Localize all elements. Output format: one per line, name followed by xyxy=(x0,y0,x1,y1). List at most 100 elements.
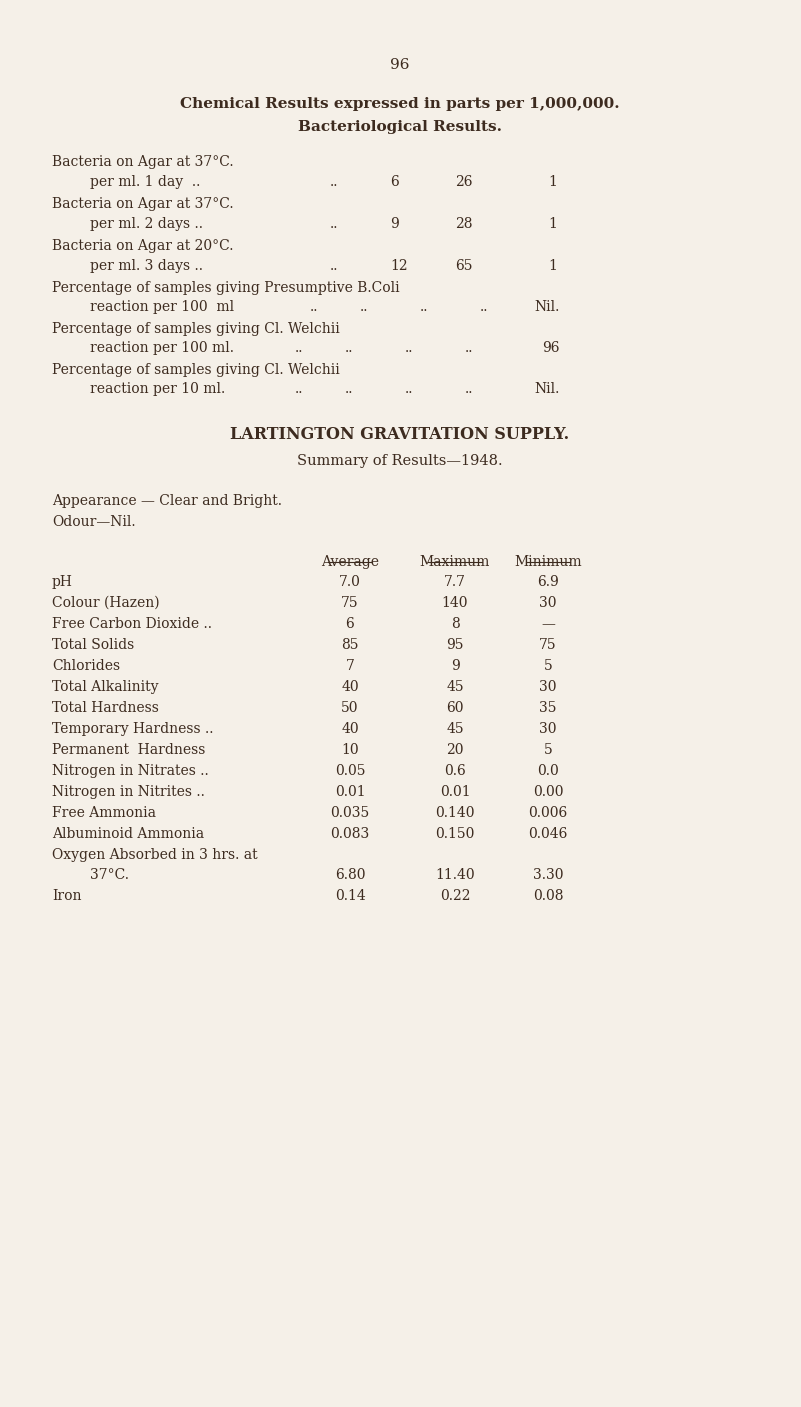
Text: 75: 75 xyxy=(341,597,359,611)
Text: 75: 75 xyxy=(539,637,557,651)
Text: 35: 35 xyxy=(539,701,557,715)
Text: 0.00: 0.00 xyxy=(533,785,563,799)
Text: Percentage of samples giving Presumptive B.Coli: Percentage of samples giving Presumptive… xyxy=(52,281,400,295)
Text: 1: 1 xyxy=(548,259,557,273)
Text: 6: 6 xyxy=(390,174,399,189)
Text: 96: 96 xyxy=(542,340,560,355)
Text: 11.40: 11.40 xyxy=(435,868,475,882)
Text: 0.006: 0.006 xyxy=(529,806,568,820)
Text: 50: 50 xyxy=(341,701,359,715)
Text: per ml. 1 day  ..: per ml. 1 day .. xyxy=(90,174,200,189)
Text: 6: 6 xyxy=(345,618,354,630)
Text: 45: 45 xyxy=(446,680,464,694)
Text: ..: .. xyxy=(330,174,339,189)
Text: Average: Average xyxy=(321,554,379,568)
Text: Minimum: Minimum xyxy=(514,554,582,568)
Text: 9: 9 xyxy=(451,658,460,673)
Text: Percentage of samples giving Cl. Welchii: Percentage of samples giving Cl. Welchii xyxy=(52,363,340,377)
Text: 7: 7 xyxy=(345,658,354,673)
Text: 9: 9 xyxy=(390,217,399,231)
Text: reaction per 10 ml.: reaction per 10 ml. xyxy=(90,381,225,395)
Text: Bacteriological Results.: Bacteriological Results. xyxy=(298,120,502,134)
Text: 7.0: 7.0 xyxy=(339,575,361,590)
Text: ..: .. xyxy=(295,340,304,355)
Text: 30: 30 xyxy=(539,722,557,736)
Text: Permanent  Hardness: Permanent Hardness xyxy=(52,743,205,757)
Text: ..: .. xyxy=(465,340,473,355)
Text: 26: 26 xyxy=(455,174,473,189)
Text: Free Ammonia: Free Ammonia xyxy=(52,806,156,820)
Text: Summary of Results—1948.: Summary of Results—1948. xyxy=(297,454,503,469)
Text: Total Alkalinity: Total Alkalinity xyxy=(52,680,159,694)
Text: Total Solids: Total Solids xyxy=(52,637,135,651)
Text: ..: .. xyxy=(405,381,413,395)
Text: Appearance — Clear and Bright.: Appearance — Clear and Bright. xyxy=(52,494,282,508)
Text: 0.01: 0.01 xyxy=(335,785,365,799)
Text: 140: 140 xyxy=(441,597,469,611)
Text: Maximum: Maximum xyxy=(420,554,490,568)
Text: Colour (Hazen): Colour (Hazen) xyxy=(52,597,159,611)
Text: 12: 12 xyxy=(390,259,408,273)
Text: 7.7: 7.7 xyxy=(444,575,466,590)
Text: ..: .. xyxy=(360,300,368,314)
Text: 45: 45 xyxy=(446,722,464,736)
Text: reaction per 100 ml.: reaction per 100 ml. xyxy=(90,340,234,355)
Text: 0.01: 0.01 xyxy=(440,785,470,799)
Text: pH: pH xyxy=(52,575,73,590)
Text: per ml. 3 days ..: per ml. 3 days .. xyxy=(90,259,203,273)
Text: 8: 8 xyxy=(451,618,460,630)
Text: 0.140: 0.140 xyxy=(435,806,475,820)
Text: 30: 30 xyxy=(539,597,557,611)
Text: 0.08: 0.08 xyxy=(533,889,563,903)
Text: 96: 96 xyxy=(390,58,410,72)
Text: 5: 5 xyxy=(544,743,553,757)
Text: ..: .. xyxy=(330,259,339,273)
Text: 65: 65 xyxy=(455,259,473,273)
Text: 3.30: 3.30 xyxy=(533,868,563,882)
Text: Total Hardness: Total Hardness xyxy=(52,701,159,715)
Text: ..: .. xyxy=(345,381,353,395)
Text: Oxygen Absorbed in 3 hrs. at: Oxygen Absorbed in 3 hrs. at xyxy=(52,848,258,862)
Text: 95: 95 xyxy=(446,637,464,651)
Text: 0.05: 0.05 xyxy=(335,764,365,778)
Text: 60: 60 xyxy=(446,701,464,715)
Text: 5: 5 xyxy=(544,658,553,673)
Text: Chemical Results expressed in parts per 1,000,000.: Chemical Results expressed in parts per … xyxy=(180,97,620,111)
Text: ..: .. xyxy=(480,300,489,314)
Text: Nitrogen in Nitrites ..: Nitrogen in Nitrites .. xyxy=(52,785,205,799)
Text: Albuminoid Ammonia: Albuminoid Ammonia xyxy=(52,827,204,841)
Text: 20: 20 xyxy=(446,743,464,757)
Text: —: — xyxy=(541,618,555,630)
Text: ..: .. xyxy=(295,381,304,395)
Text: 1: 1 xyxy=(548,217,557,231)
Text: 1: 1 xyxy=(548,174,557,189)
Text: ..: .. xyxy=(465,381,473,395)
Text: ..: .. xyxy=(405,340,413,355)
Text: 85: 85 xyxy=(341,637,359,651)
Text: 0.22: 0.22 xyxy=(440,889,470,903)
Text: 0.046: 0.046 xyxy=(529,827,568,841)
Text: 0.150: 0.150 xyxy=(435,827,475,841)
Text: Bacteria on Agar at 37°C.: Bacteria on Agar at 37°C. xyxy=(52,155,234,169)
Text: Iron: Iron xyxy=(52,889,82,903)
Text: 37°C.: 37°C. xyxy=(90,868,129,882)
Text: per ml. 2 days ..: per ml. 2 days .. xyxy=(90,217,203,231)
Text: 30: 30 xyxy=(539,680,557,694)
Text: ..: .. xyxy=(345,340,353,355)
Text: 0.0: 0.0 xyxy=(537,764,559,778)
Text: Free Carbon Dioxide ..: Free Carbon Dioxide .. xyxy=(52,618,212,630)
Text: Temporary Hardness ..: Temporary Hardness .. xyxy=(52,722,214,736)
Text: LARTINGTON GRAVITATION SUPPLY.: LARTINGTON GRAVITATION SUPPLY. xyxy=(231,426,570,443)
Text: 0.14: 0.14 xyxy=(335,889,365,903)
Text: 28: 28 xyxy=(455,217,473,231)
Text: Nil.: Nil. xyxy=(534,381,560,395)
Text: ..: .. xyxy=(310,300,319,314)
Text: Nil.: Nil. xyxy=(534,300,560,314)
Text: 40: 40 xyxy=(341,722,359,736)
Text: 6.80: 6.80 xyxy=(335,868,365,882)
Text: 10: 10 xyxy=(341,743,359,757)
Text: reaction per 100  ml: reaction per 100 ml xyxy=(90,300,234,314)
Text: Bacteria on Agar at 20°C.: Bacteria on Agar at 20°C. xyxy=(52,239,234,253)
Text: 0.6: 0.6 xyxy=(444,764,466,778)
Text: Bacteria on Agar at 37°C.: Bacteria on Agar at 37°C. xyxy=(52,197,234,211)
